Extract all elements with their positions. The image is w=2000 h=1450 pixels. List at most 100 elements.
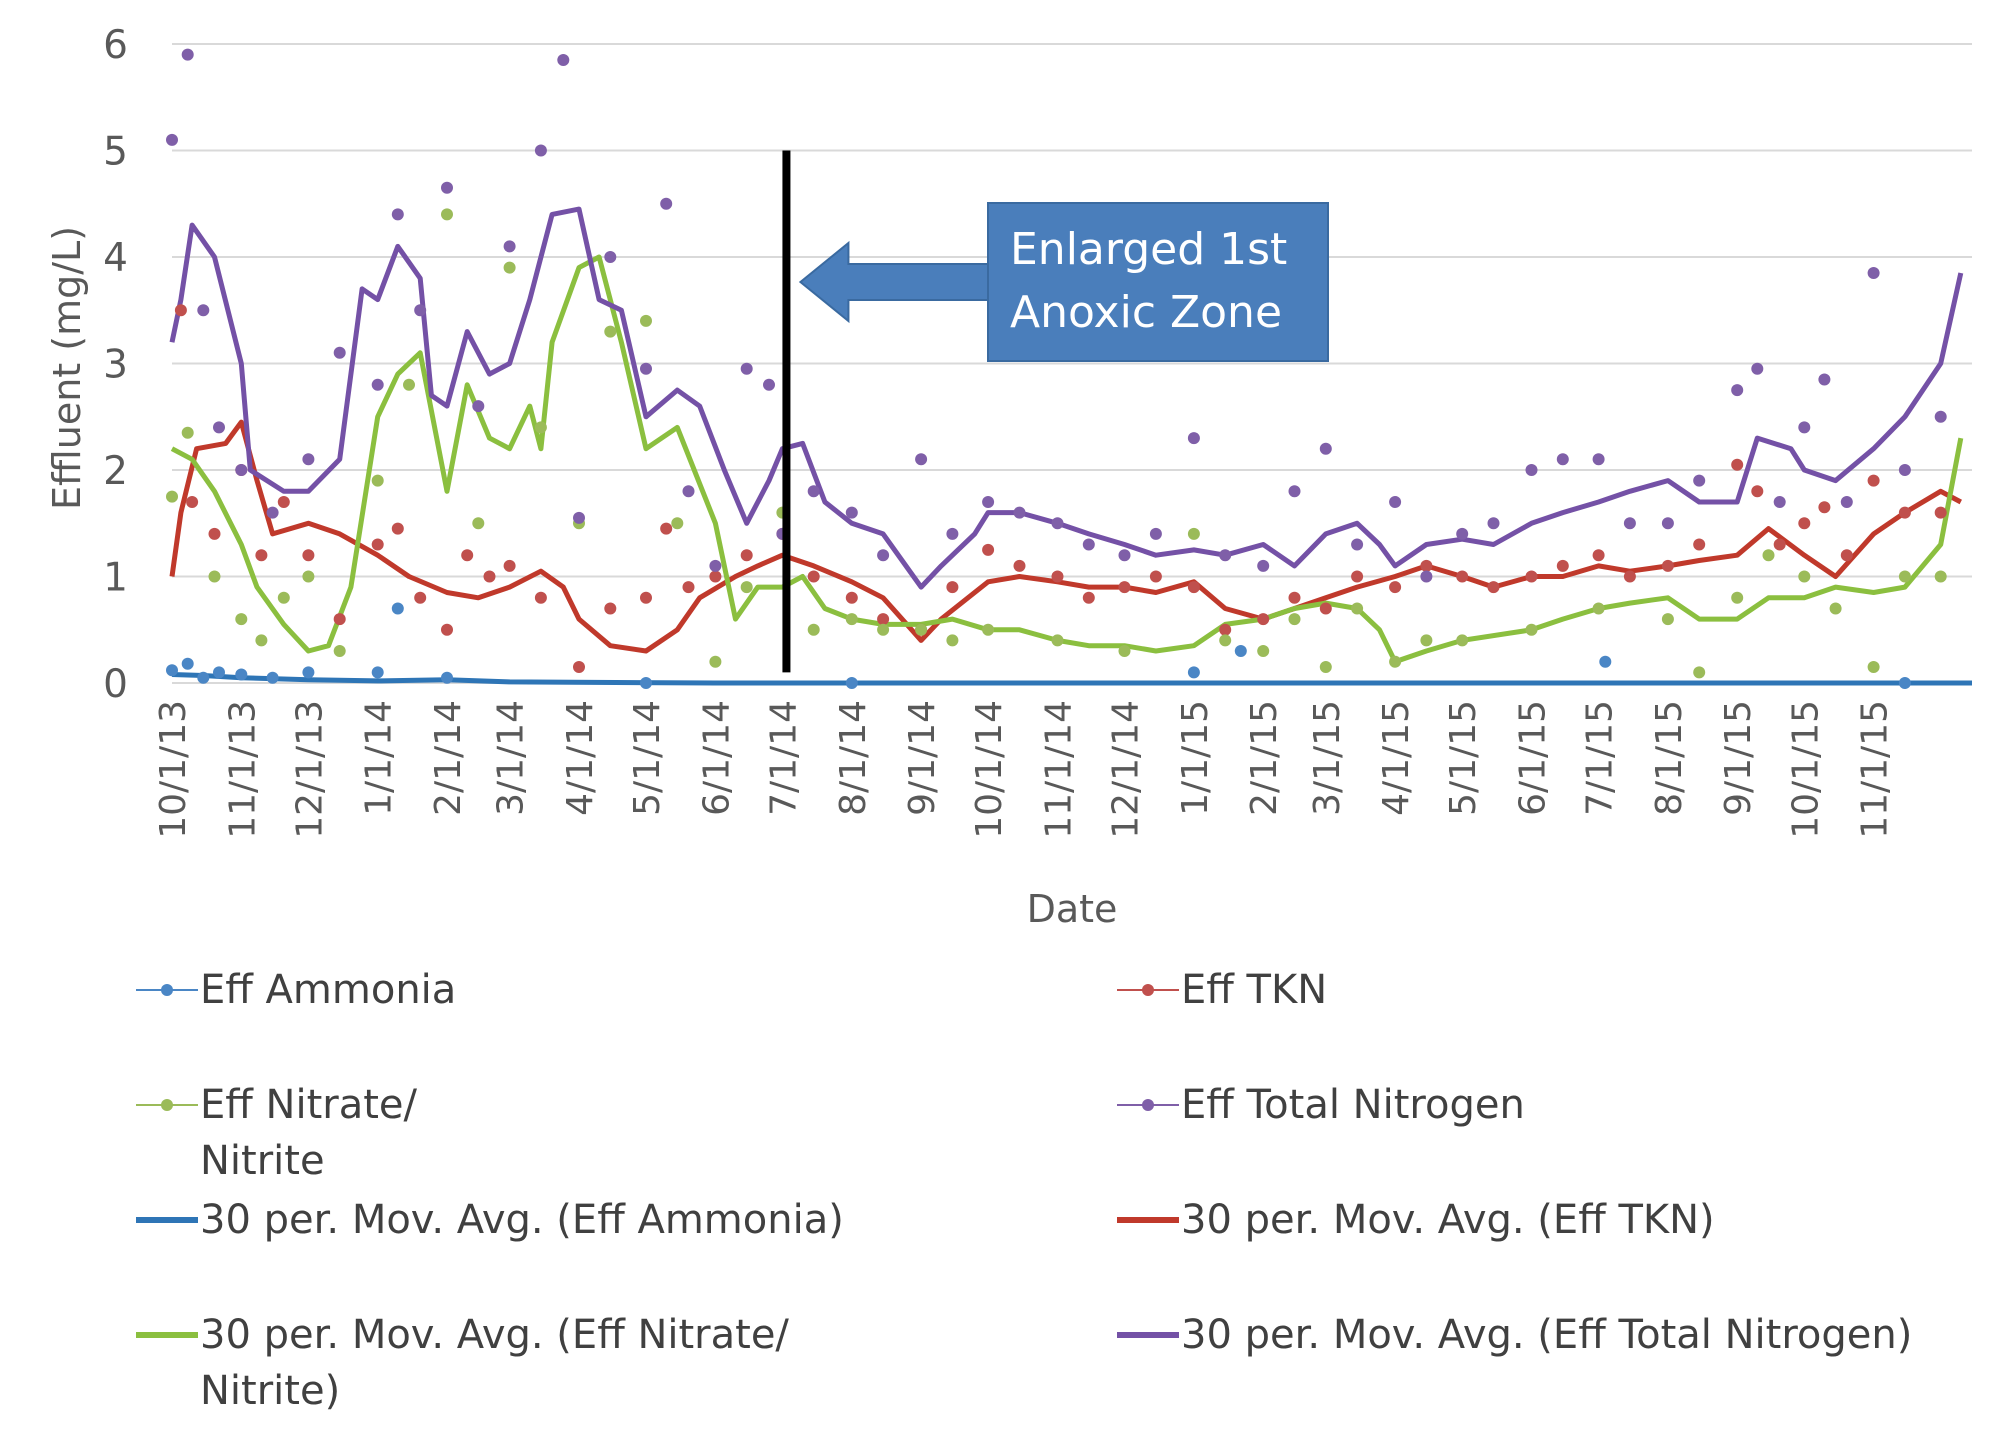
- y-axis-ticks: 0 1 2 3 4 5 6: [103, 23, 128, 707]
- data-point: [213, 421, 225, 434]
- data-point: [740, 549, 753, 562]
- data-point: [1829, 602, 1842, 615]
- data-point: [1389, 496, 1402, 508]
- data-point: [391, 522, 404, 535]
- data-point: [1867, 661, 1880, 673]
- data-point: [1731, 384, 1744, 397]
- data-point: [1934, 570, 1947, 583]
- data-point: [441, 623, 453, 636]
- data-point: [1051, 570, 1064, 583]
- data-point: [1798, 517, 1811, 530]
- data-point: [1487, 581, 1500, 594]
- data-point: [1525, 464, 1538, 476]
- data-point: [1082, 591, 1095, 604]
- legend-item: Eff TKN: [1117, 967, 1327, 1013]
- data-point: [166, 490, 178, 503]
- data-point: [503, 559, 516, 572]
- x-tick-label: 10/1/14: [969, 700, 1010, 839]
- legend-item: Eff Total Nitrogen: [1117, 1082, 1525, 1128]
- data-point: [302, 453, 315, 466]
- data-point: [235, 668, 248, 681]
- data-point: [208, 570, 221, 583]
- data-point: [845, 677, 858, 689]
- x-tick-label: 12/1/13: [289, 700, 330, 839]
- legend-item: Eff Nitrate/Nitrite: [136, 1082, 418, 1184]
- data-point: [1525, 570, 1538, 583]
- legend-item: 30 per. Mov. Avg. (Eff Total Nitrogen): [1117, 1312, 1912, 1358]
- series-5: [169, 419, 1962, 654]
- y-tick-label: 2: [103, 449, 128, 494]
- data-point: [208, 527, 221, 540]
- data-point: [1351, 602, 1364, 615]
- data-point: [503, 240, 516, 253]
- data-point: [1623, 517, 1636, 530]
- data-point: [1420, 559, 1433, 572]
- data-point: [1898, 464, 1911, 476]
- data-point: [166, 133, 178, 146]
- series-6: [170, 254, 1964, 665]
- series-0: [166, 602, 1911, 689]
- data-point: [371, 538, 384, 551]
- y-tick-label: 6: [103, 23, 128, 68]
- data-point: [1219, 549, 1232, 562]
- data-point: [1661, 559, 1674, 572]
- x-tick-label: 3/1/15: [1307, 700, 1348, 816]
- x-axis-ticks: 10/1/13 11/1/13 12/1/13 1/1/14 2/1/14 3/1/14 4…: [153, 700, 1896, 839]
- data-point: [709, 570, 722, 583]
- data-point: [472, 400, 485, 413]
- data-point: [1351, 538, 1364, 551]
- x-tick-label: 10/1/13: [153, 700, 194, 839]
- data-point: [181, 657, 194, 670]
- annotation-callout: Enlarged 1st Anoxic Zone: [798, 202, 1329, 362]
- data-point: [604, 602, 617, 615]
- data-point: [1288, 613, 1301, 626]
- callout-box: [987, 202, 1329, 362]
- data-point: [1051, 517, 1064, 530]
- x-tick-label: 5/1/15: [1443, 700, 1484, 816]
- data-point: [740, 362, 753, 375]
- data-point: [946, 634, 959, 647]
- x-tick-label: 2/1/14: [428, 700, 469, 816]
- data-point: [740, 581, 753, 594]
- data-point: [1257, 559, 1270, 572]
- x-tick-label: 11/1/13: [222, 700, 263, 839]
- data-point: [181, 48, 194, 61]
- legend-label: Nitrite: [200, 1138, 325, 1184]
- data-point: [461, 549, 474, 562]
- legend-label: 30 per. Mov. Avg. (Eff Ammonia): [200, 1197, 844, 1243]
- data-point: [982, 543, 995, 556]
- data-point: [682, 485, 695, 498]
- data-point: [1118, 645, 1131, 657]
- data-point: [1234, 645, 1247, 657]
- data-point: [1288, 591, 1301, 604]
- data-point: [1556, 453, 1569, 466]
- data-point: [807, 623, 820, 636]
- x-tick-label: 6/1/15: [1513, 700, 1554, 816]
- data-point: [277, 496, 290, 508]
- data-point: [1319, 661, 1332, 673]
- data-point: [845, 613, 858, 626]
- data-point: [1661, 517, 1674, 530]
- data-point: [1751, 485, 1764, 498]
- x-tick-label: 2/1/15: [1244, 700, 1285, 816]
- x-tick-label: 8/1/14: [833, 700, 874, 816]
- data-point: [266, 506, 279, 519]
- data-point: [1149, 570, 1162, 583]
- data-point: [660, 197, 673, 210]
- series-1: [174, 304, 1947, 673]
- data-point: [1051, 634, 1064, 647]
- data-point: [213, 666, 225, 679]
- data-point: [573, 511, 585, 524]
- callout-line-1: Enlarged 1st: [1010, 224, 1287, 275]
- series-2: [166, 208, 1947, 679]
- x-tick-label: 7/1/14: [763, 700, 804, 816]
- x-axis-title: Date: [1027, 887, 1118, 931]
- data-point: [1389, 655, 1402, 668]
- data-point: [1118, 549, 1131, 562]
- data-point: [604, 325, 617, 338]
- data-point: [1751, 362, 1764, 375]
- data-point: [1319, 602, 1332, 615]
- data-point: [1867, 474, 1880, 487]
- data-point: [557, 54, 570, 66]
- x-tick-label: 4/1/15: [1376, 700, 1417, 816]
